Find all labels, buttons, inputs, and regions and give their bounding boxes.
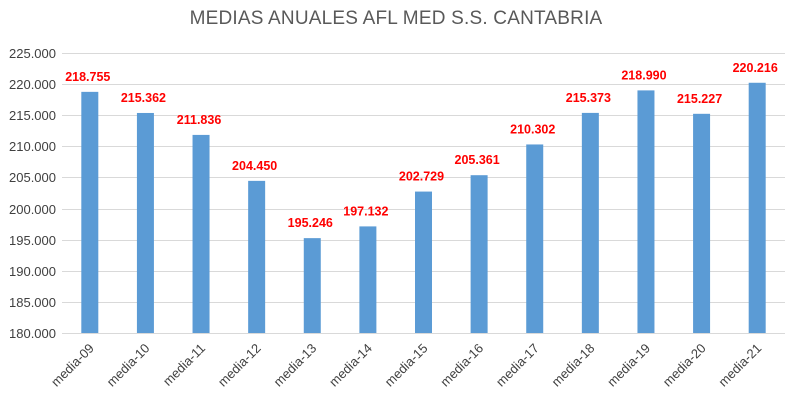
y-tick-label: 185.000 xyxy=(9,295,56,310)
y-tick-label: 195.000 xyxy=(9,233,56,248)
bar-media-20 xyxy=(693,113,711,333)
x-tick-label: media-15 xyxy=(382,341,431,390)
x-tick-label: media-10 xyxy=(104,341,153,390)
data-label: 211.836 xyxy=(177,113,222,127)
y-tick-label: 190.000 xyxy=(9,264,56,279)
bar-media-13 xyxy=(303,238,321,333)
chart-title: MEDIAS ANUALES AFL MED S.S. CANTABRIA xyxy=(189,8,603,29)
bar-media-21 xyxy=(748,82,766,333)
data-label: 204.450 xyxy=(232,159,277,173)
x-tick-label: media-17 xyxy=(493,341,542,390)
x-tick-label: media-19 xyxy=(604,341,653,390)
x-tick-label: media-12 xyxy=(215,341,264,390)
data-label: 220.216 xyxy=(733,61,778,75)
x-tick-label: media-11 xyxy=(160,341,208,389)
bar-media-15 xyxy=(415,191,432,333)
x-tick-label: media-09 xyxy=(48,341,97,390)
y-tick-label: 200.000 xyxy=(9,202,56,217)
bar-media-14 xyxy=(359,226,377,333)
x-tick-label: media-21 xyxy=(715,341,764,390)
x-tick-label: media-20 xyxy=(660,341,709,390)
bar-media-11 xyxy=(192,134,210,333)
y-tick-label: 210.000 xyxy=(9,139,56,154)
data-label: 210.302 xyxy=(510,122,555,136)
x-tick-label: media-18 xyxy=(549,341,598,390)
bar-media-17 xyxy=(526,144,544,333)
x-tick-label: media-16 xyxy=(437,341,486,390)
data-label: 197.132 xyxy=(343,204,388,218)
data-label: 195.246 xyxy=(288,216,333,230)
y-tick-label: 180.000 xyxy=(9,326,56,341)
x-tick-label: media-13 xyxy=(270,341,319,390)
data-labels: 218.755 215.362 211.836 204.450 195.246 197.1… xyxy=(65,61,778,230)
y-tick-label: 205.000 xyxy=(9,170,56,185)
bars xyxy=(81,82,766,333)
data-label: 215.227 xyxy=(677,92,722,106)
data-label: 205.361 xyxy=(455,153,500,167)
bar-media-18 xyxy=(581,112,599,333)
data-label: 218.990 xyxy=(621,68,666,82)
bar-media-19 xyxy=(637,90,655,333)
bar-media-10 xyxy=(136,112,154,333)
data-label: 218.755 xyxy=(65,70,110,84)
y-tick-label: 220.000 xyxy=(9,77,56,92)
data-label: 215.373 xyxy=(566,91,611,105)
data-label: 202.729 xyxy=(399,170,444,184)
bar-media-12 xyxy=(248,180,266,333)
y-axis-ticks: 180.000 185.000 190.000 195.000 200.000 205.0… xyxy=(9,46,56,341)
y-tick-label: 215.000 xyxy=(9,108,56,123)
x-tick-label: media-14 xyxy=(326,341,375,390)
data-label: 215.362 xyxy=(121,91,166,105)
bar-media-09 xyxy=(81,91,99,333)
x-axis-ticks: media-09 media-10 media-11 media-12 media-13… xyxy=(48,341,764,390)
bar-media-16 xyxy=(470,175,488,333)
y-tick-label: 225.000 xyxy=(9,46,56,61)
